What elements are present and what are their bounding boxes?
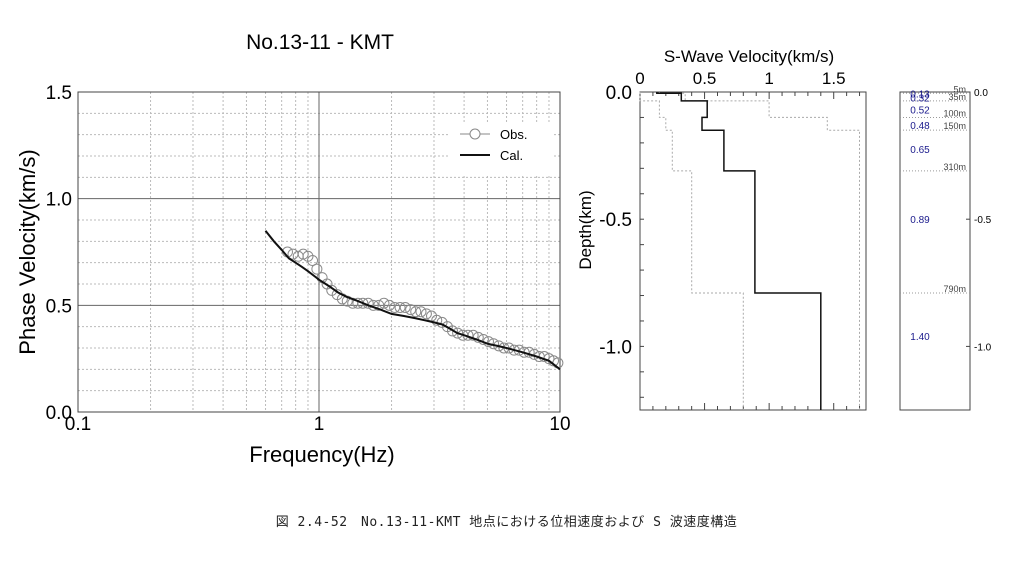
layer-velocity-label: 0.52 [910, 105, 930, 116]
interface-depth-label: 150m [943, 121, 966, 131]
s-wave-title: S-Wave Velocity(km/s) [664, 47, 834, 66]
phase-velocity-frame [77, 91, 561, 413]
x-tick-label: 1 [314, 414, 325, 435]
y-tick-label: 0.5 [46, 296, 72, 317]
vs-y-tick-label: 0.0 [606, 83, 632, 104]
obs-point [394, 301, 406, 313]
vs-x-tick-label: 1 [764, 69, 773, 88]
obs-point [467, 329, 479, 341]
obs-point [446, 325, 458, 337]
obs-point [420, 308, 432, 320]
obs-point [431, 314, 443, 326]
upper-bound-line [658, 92, 860, 410]
vs-y-tick-label: -1.0 [599, 337, 632, 358]
obs-point [311, 263, 323, 275]
s-wave-ylabel: Depth(km) [576, 190, 595, 269]
obs-point [472, 331, 484, 343]
obs-point [405, 304, 417, 316]
interface-depth-label: 790m [943, 284, 966, 294]
legend-obs-marker [469, 128, 481, 140]
legend-cal-label: Cal. [500, 148, 523, 163]
layer-velocity-label: 0.48 [910, 121, 930, 132]
interface-depth-label: 35m [948, 92, 966, 102]
y-tick-label: 0.0 [46, 403, 72, 424]
obs-point [410, 306, 422, 318]
x-tick-label: 0.1 [65, 414, 91, 435]
phase-velocity-ylabel: Phase Velocity(km/s) [15, 149, 40, 354]
interface-depth-label: 310m [943, 162, 966, 172]
vs-x-tick-label: 1.5 [822, 69, 846, 88]
obs-point [383, 299, 395, 311]
obs-series [281, 246, 564, 369]
obs-point [399, 301, 411, 313]
layer-depth-label: 0.0 [974, 88, 988, 99]
layer-velocity-label: 0.89 [910, 215, 930, 226]
phase-velocity-title: No.13-11 - KMT [246, 31, 394, 54]
obs-point [357, 297, 369, 309]
layer-depth-label: -0.5 [974, 215, 992, 226]
layer-velocity-label: 0.13 [910, 90, 930, 101]
legend-obs-label: Obs. [500, 127, 527, 142]
cal-series-line [264, 230, 561, 371]
phase-velocity-legend: Obs. Cal. [448, 122, 552, 174]
figure-caption: 図 2.4-52 No.13-11-KMT 地点における位相速度および S 波速… [275, 515, 738, 530]
vs-y-tick-label: -0.5 [599, 210, 632, 231]
layer-velocity-label: 0.65 [910, 145, 930, 156]
x-tick-label: 10 [549, 414, 570, 435]
obs-point [415, 306, 427, 318]
interface-depth-label: 100m [943, 108, 966, 118]
s-wave-profile-line [656, 92, 822, 410]
layer-velocity-label: 1.40 [910, 332, 930, 343]
obs-point [389, 301, 401, 313]
layer-column-frame [899, 91, 971, 411]
obs-point [452, 327, 464, 339]
s-wave-profile-chart: S-Wave Velocity(km/s) 0 0.5 1 1.5 0.0 -0.5 -1.… [576, 47, 867, 411]
y-tick-label: 1.0 [46, 190, 72, 211]
vs-x-tick-label: 0.5 [693, 69, 717, 88]
obs-point [378, 297, 390, 309]
obs-point [373, 299, 385, 311]
layer-depth-label: -1.0 [974, 342, 992, 353]
s-wave-frame [639, 91, 867, 411]
phase-velocity-xlabel: Frequency(Hz) [249, 442, 394, 467]
y-tick-label: 1.5 [46, 83, 72, 104]
phase-velocity-ticks: 0.1 1 10 0.0 0.5 1.0 1.5 [46, 83, 571, 435]
layer-velocity-label: 0.32 [910, 94, 930, 105]
lower-bound-line [639, 92, 744, 410]
phase-velocity-chart: No.13-11 - KMT 0.1 1 10 0.0 0.5 1.0 1.5 Obs. C… [15, 31, 571, 467]
obs-point [307, 255, 319, 267]
vs-x-tick-label: 0 [635, 69, 644, 88]
legend-box [448, 122, 552, 174]
obs-point [297, 248, 309, 260]
interface-depth-label: 5m [953, 84, 966, 94]
